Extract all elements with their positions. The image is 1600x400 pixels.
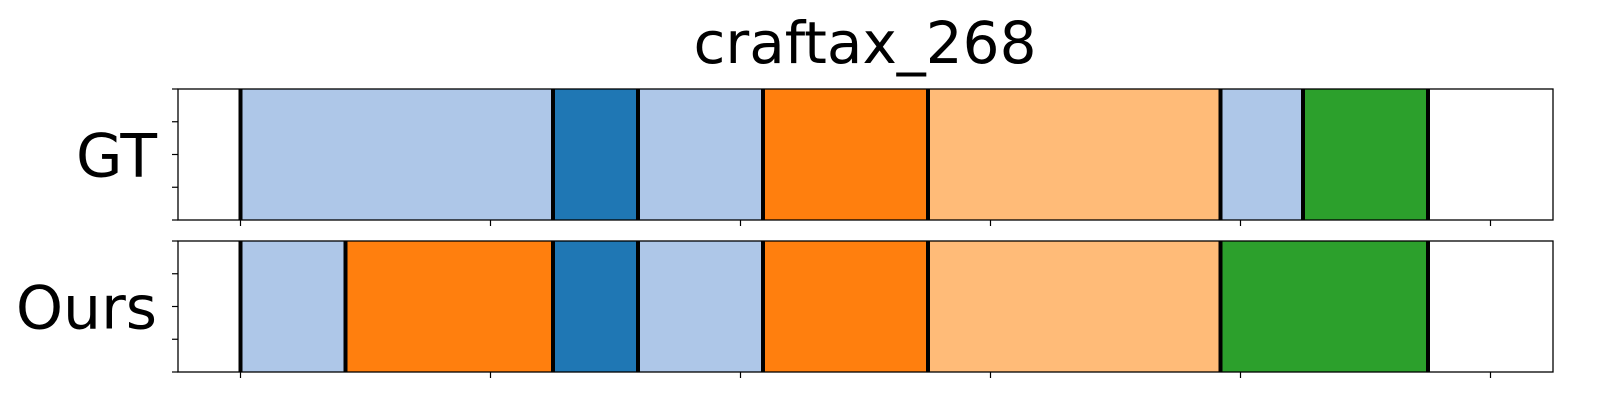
segment-gt-2 [638, 89, 763, 220]
segment-ours-2 [553, 241, 638, 372]
row-label-ours: Ours [16, 274, 157, 344]
segment-ours-5 [928, 241, 1221, 372]
segment-gt-0 [240, 89, 553, 220]
segment-ours-1 [345, 241, 553, 372]
segment-gt-3 [763, 89, 928, 220]
segment-gt-6 [1303, 89, 1428, 220]
segment-gt-5 [1220, 89, 1303, 220]
row-label-gt: GT [76, 122, 157, 192]
chart-rows: GT Ours [16, 88, 1554, 378]
segment-ours-3 [638, 241, 763, 372]
segment-gt-1 [553, 89, 638, 220]
chart-title: craftax_268 [694, 9, 1037, 77]
segment-ours-0 [240, 241, 346, 372]
segment-ours-6 [1220, 241, 1428, 372]
segment-ours-4 [763, 241, 928, 372]
segment-gt-4 [928, 89, 1221, 220]
